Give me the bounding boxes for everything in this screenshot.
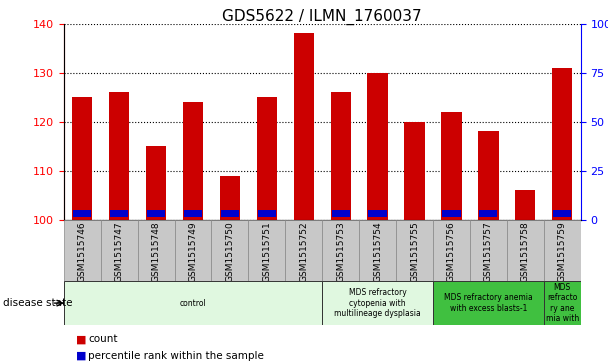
Bar [110, 210, 128, 217]
Text: GSM1515758: GSM1515758 [521, 221, 530, 282]
Bar [404, 122, 424, 220]
Bar [137, 220, 174, 281]
Bar [101, 220, 137, 281]
Text: ■: ■ [76, 334, 86, 344]
Bar [515, 190, 536, 220]
Text: GSM1515756: GSM1515756 [447, 221, 456, 282]
Bar [184, 210, 202, 217]
Bar [478, 131, 499, 220]
Bar [72, 97, 92, 220]
Bar [147, 210, 165, 217]
Bar [212, 220, 249, 281]
Text: GSM1515746: GSM1515746 [78, 221, 87, 282]
Bar [73, 210, 91, 217]
Text: GSM1515755: GSM1515755 [410, 221, 419, 282]
Text: count: count [88, 334, 118, 344]
Bar [544, 281, 581, 325]
Text: GSM1515754: GSM1515754 [373, 221, 382, 282]
Bar [64, 281, 322, 325]
Bar [470, 220, 507, 281]
Text: MDS
refracto
ry ane
mia with: MDS refracto ry ane mia with [545, 283, 579, 323]
Text: GSM1515750: GSM1515750 [226, 221, 235, 282]
Text: GSM1515752: GSM1515752 [299, 221, 308, 282]
Bar [367, 73, 388, 220]
Text: GSM1515749: GSM1515749 [188, 221, 198, 282]
Bar [479, 210, 497, 217]
Text: GSM1515751: GSM1515751 [263, 221, 271, 282]
Bar [294, 33, 314, 220]
Bar [544, 220, 581, 281]
Bar [441, 112, 461, 220]
Bar [433, 281, 544, 325]
Bar [331, 210, 350, 217]
Bar [220, 175, 240, 220]
Text: GSM1515757: GSM1515757 [484, 221, 493, 282]
Text: ■: ■ [76, 351, 86, 361]
Text: MDS refractory
cytopenia with
multilineage dysplasia: MDS refractory cytopenia with multilinea… [334, 288, 421, 318]
Bar [553, 210, 572, 217]
Text: GSM1515759: GSM1515759 [558, 221, 567, 282]
Bar [331, 92, 351, 220]
Bar [249, 220, 285, 281]
Bar [368, 210, 387, 217]
Bar [146, 146, 166, 220]
Bar [257, 97, 277, 220]
Bar [174, 220, 212, 281]
Bar [183, 102, 203, 220]
Bar [258, 210, 276, 217]
Text: control: control [180, 299, 206, 307]
Bar [442, 210, 461, 217]
Bar [322, 281, 433, 325]
Bar [552, 68, 572, 220]
Bar [322, 220, 359, 281]
Text: GSM1515748: GSM1515748 [151, 221, 161, 282]
Text: GSM1515747: GSM1515747 [115, 221, 123, 282]
Text: GDS5622 / ILMN_1760037: GDS5622 / ILMN_1760037 [223, 9, 422, 25]
Bar [221, 210, 239, 217]
Text: percentile rank within the sample: percentile rank within the sample [88, 351, 264, 361]
Bar [285, 220, 322, 281]
Bar [396, 220, 433, 281]
Bar [433, 220, 470, 281]
Text: MDS refractory anemia
with excess blasts-1: MDS refractory anemia with excess blasts… [444, 293, 533, 313]
Bar [359, 220, 396, 281]
Text: disease state: disease state [3, 298, 72, 308]
Bar [109, 92, 130, 220]
Bar [507, 220, 544, 281]
Bar [64, 220, 101, 281]
Text: GSM1515753: GSM1515753 [336, 221, 345, 282]
